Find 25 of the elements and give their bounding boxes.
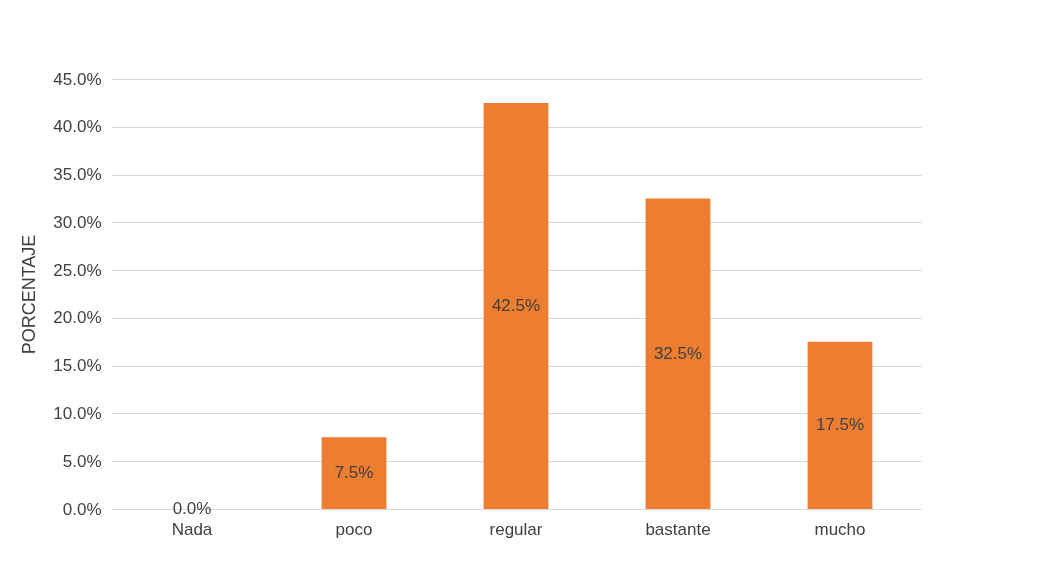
bar — [321, 437, 387, 509]
bar — [807, 341, 873, 509]
y-tick-label: 25.0% — [53, 260, 102, 280]
y-tick-label: 40.0% — [53, 117, 102, 137]
x-tick-label: poco — [335, 519, 373, 539]
x-tick-label: mucho — [814, 519, 866, 539]
y-tick-label: 45.0% — [53, 69, 102, 89]
data-label: 17.5% — [815, 415, 865, 435]
data-label: 32.5% — [653, 343, 703, 363]
y-axis-title: PORCENTAJE — [19, 234, 40, 355]
data-label: 0.0% — [172, 499, 212, 518]
data-label: 42.5% — [491, 295, 541, 315]
y-tick-label: 10.0% — [53, 403, 102, 423]
x-tick-label: bastante — [645, 519, 711, 539]
bar — [483, 102, 549, 509]
x-tick-label: regular — [489, 519, 543, 539]
y-tick-label: 15.0% — [53, 356, 102, 376]
y-tick-label: 0.0% — [62, 499, 102, 519]
bar — [645, 198, 711, 509]
y-tick-label: 35.0% — [53, 165, 102, 185]
y-tick-label: 5.0% — [62, 451, 102, 471]
data-label: 7.5% — [334, 463, 374, 483]
y-tick-label: 20.0% — [53, 308, 102, 328]
x-tick-label: Nada — [171, 519, 213, 539]
y-tick-label: 30.0% — [53, 212, 102, 232]
